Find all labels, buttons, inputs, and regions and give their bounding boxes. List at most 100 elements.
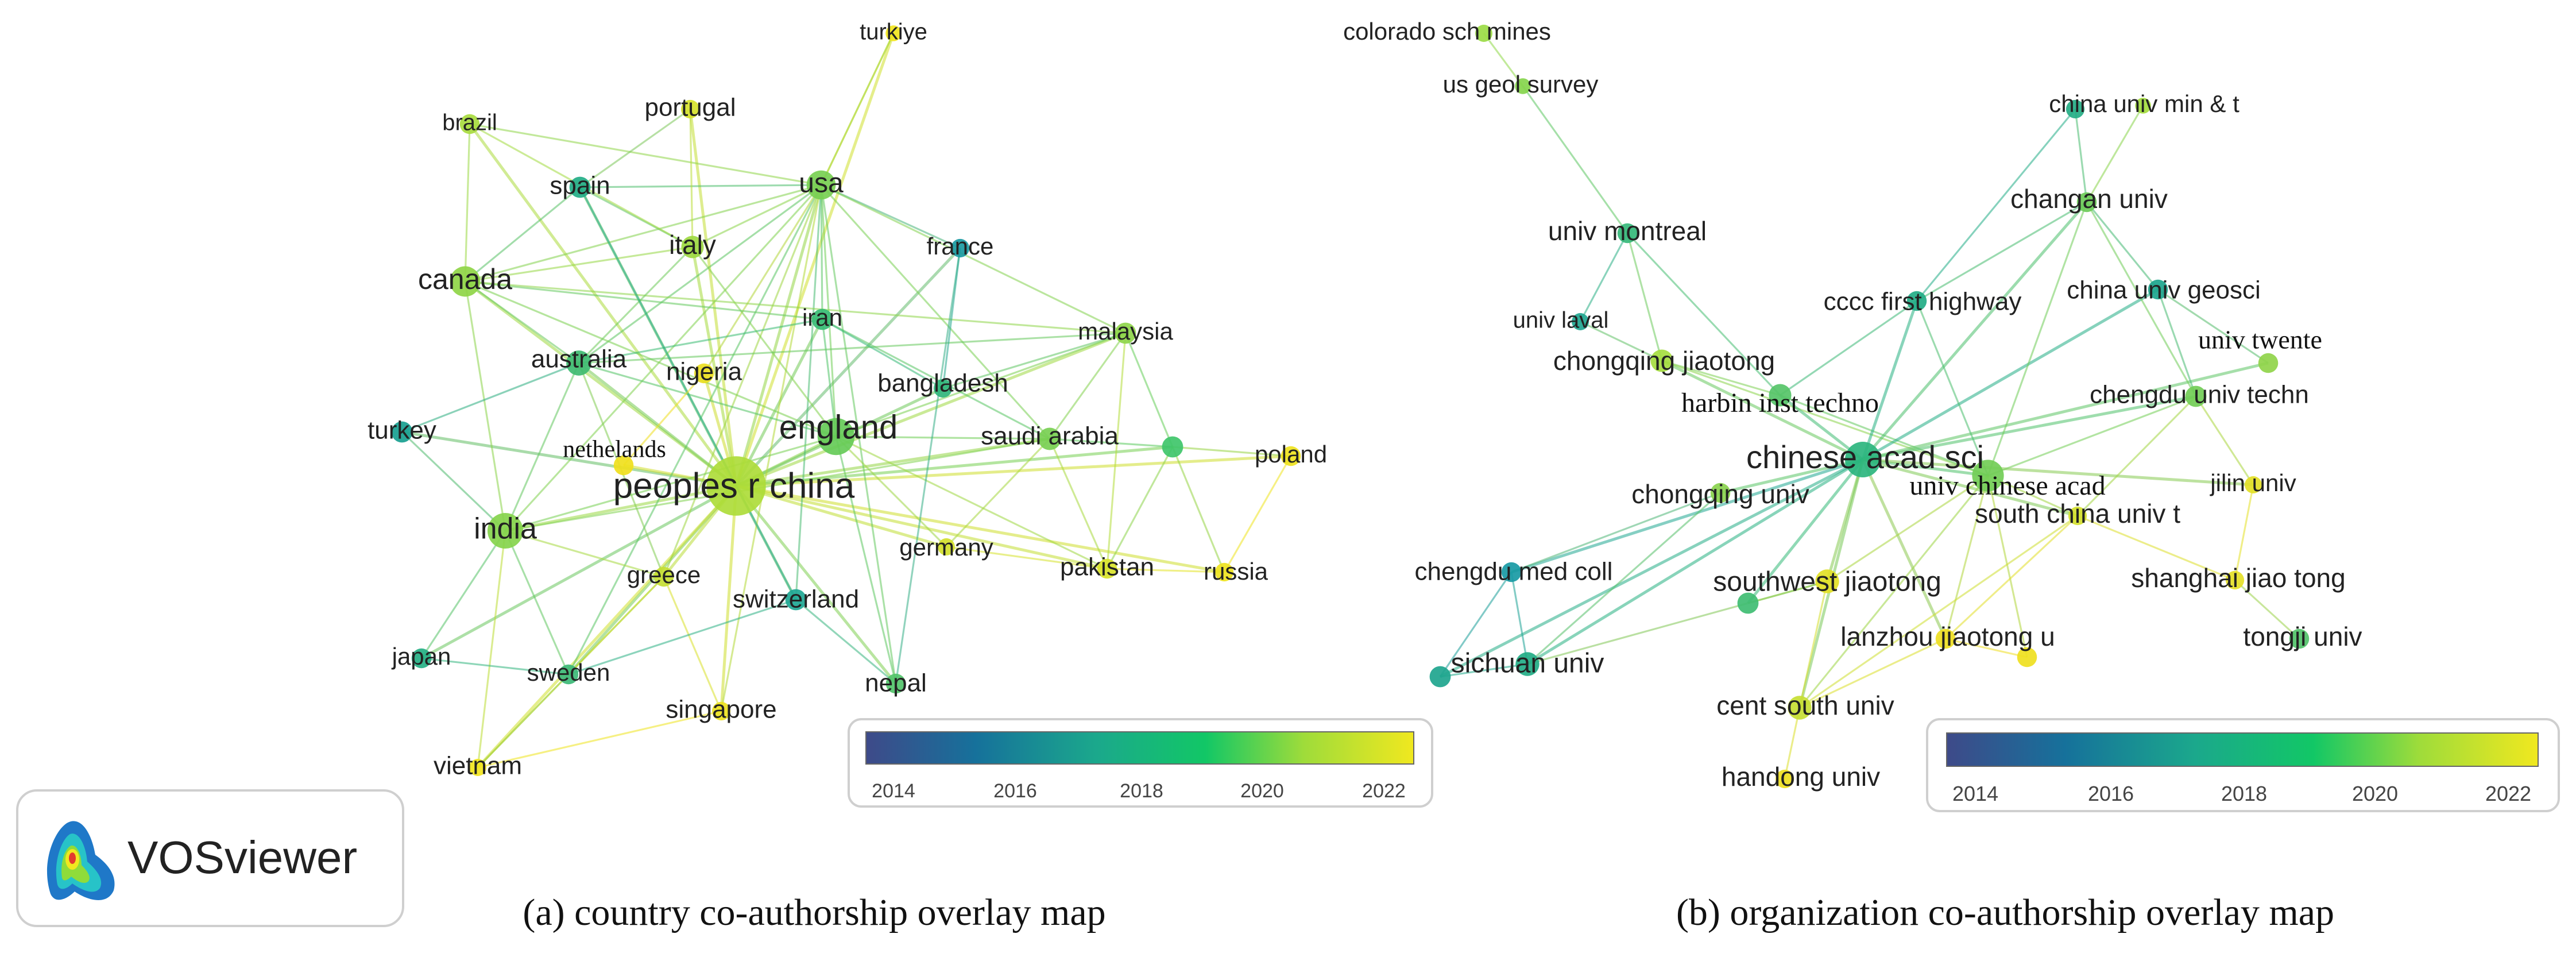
panel-a-node-unknown1[interactable] (1162, 436, 1183, 458)
panel-a-node-nepal[interactable] (885, 673, 906, 694)
panel-b-node-colorado[interactable] (1475, 25, 1492, 42)
panel-a-link (465, 280, 823, 321)
panel-a-link (835, 435, 947, 548)
panel-a-node-turkiye[interactable] (885, 25, 902, 41)
panel-b-link (2086, 201, 2159, 291)
panel-b-node-harbin[interactable] (1769, 384, 1792, 407)
panel-b-node-label: chongqing univ (1631, 479, 1809, 509)
panel-a-node-saudi[interactable] (1038, 427, 1061, 450)
panel-a-link (468, 123, 738, 487)
panel-a-edges (401, 33, 1292, 769)
panel-a-node-spain[interactable] (569, 176, 591, 198)
panel-b-link (2195, 396, 2254, 485)
panel-a-node-label: england (779, 408, 898, 446)
panel-b-link (2077, 515, 2235, 581)
panel-a-node-label: vietnam (434, 752, 522, 780)
panel-b-node-label: chengdu univ techn (2090, 381, 2309, 409)
panel-a-node-usa[interactable] (806, 170, 836, 200)
panel-a-node-china[interactable] (706, 456, 766, 516)
panel-a-node-portugal[interactable] (680, 99, 700, 119)
panel-a-node-vietnam[interactable] (469, 759, 486, 776)
panel-a-node-greece[interactable] (653, 566, 674, 587)
panel-a-node-label: saudi arabia (981, 422, 1119, 450)
panel-b-node-minet[interactable] (2066, 99, 2085, 119)
panel-b-node-teal1[interactable] (1429, 666, 1451, 688)
panel-b-link (2157, 289, 2197, 397)
panel-b-node-chongqingjt[interactable] (1650, 349, 1673, 372)
panel-b-node-tongji[interactable] (2289, 628, 2310, 649)
panel-b-node-cccc[interactable] (1906, 291, 1927, 311)
panel-b-labels: colorado sch mines us geol survey china un… (1343, 18, 2362, 792)
panel-b-node-chengdumed[interactable] (1501, 562, 1522, 582)
panel-b-node-geosci[interactable] (2148, 279, 2168, 300)
panel-b-node-laval[interactable] (1572, 313, 1589, 330)
panel-b-node-minet2[interactable] (2135, 98, 2151, 114)
panel-a-link (720, 184, 822, 712)
panel-b-node-twente[interactable] (2258, 353, 2279, 373)
panel-a-node-iran[interactable] (811, 308, 833, 330)
panel-a-node-india[interactable] (487, 512, 524, 549)
panel-a-link (945, 438, 1051, 548)
panel-b-node-cas[interactable] (1844, 441, 1881, 478)
panel-b-node-ucas[interactable] (1972, 460, 2004, 492)
panel-b-link (1661, 359, 1864, 461)
panel-a-node-nethelands[interactable] (613, 455, 634, 476)
panel-b-node-usgeol[interactable] (1515, 78, 1531, 94)
panel-a-link (477, 530, 506, 768)
panel-a-node-brazil[interactable] (459, 114, 480, 134)
panel-b-link (1862, 395, 2196, 461)
panel-b-node-montreal[interactable] (1617, 223, 1638, 244)
panel-a-node-canada[interactable] (450, 266, 481, 297)
panel-a-node-poland[interactable] (1281, 446, 1301, 466)
panel-a-link (691, 246, 738, 487)
panel-b-link (1483, 33, 1524, 87)
vosviewer-logo: VOSviewer (16, 789, 404, 927)
panel-a-link (505, 435, 837, 532)
panel-b-node-southwest[interactable] (1815, 569, 1839, 593)
panel-a-link (465, 184, 822, 283)
panel-b-node-handong[interactable] (1775, 769, 1794, 789)
panel-b-node-label: tongji univ (2243, 622, 2362, 651)
panel-a-node-malaysia[interactable] (1115, 322, 1136, 344)
panel-a-node-label: russia (1204, 558, 1268, 585)
panel-a-node-japan[interactable] (411, 648, 432, 669)
panel-b-node-chengdutech[interactable] (2185, 385, 2207, 407)
panel-a-link (568, 599, 796, 676)
panel-a-link (421, 657, 569, 676)
panel-a-node-singapore[interactable] (711, 701, 731, 721)
panel-a-node-australia[interactable] (566, 350, 591, 376)
panel-a-link (420, 530, 506, 659)
panel-b-legend-tick: 2020 (2352, 782, 2398, 805)
panel-b-node-jilin[interactable] (2245, 476, 2262, 493)
panel-b-node-green1[interactable] (1737, 592, 1759, 614)
panel-b-node-scut[interactable] (2068, 506, 2087, 526)
panel-b-link (1861, 300, 1919, 460)
panel-a-link (1049, 438, 1108, 569)
panel-a-node-sweden[interactable] (558, 664, 579, 685)
panel-a-node-nigeria[interactable] (694, 363, 714, 384)
panel-a-link (1124, 333, 1174, 447)
panel-b-node-changan[interactable] (2076, 192, 2097, 213)
panel-a-node-france[interactable] (950, 238, 970, 258)
panel-a-link (622, 372, 705, 466)
panel-a-node-russia[interactable] (1214, 562, 1234, 582)
panel-b-link (1862, 288, 2159, 461)
panel-b-node-chongqingu[interactable] (1710, 483, 1731, 503)
panel-b-node-lanzhou[interactable] (1935, 628, 1956, 649)
panel-a-link (795, 184, 822, 600)
panel-b-node-yellow1[interactable] (2017, 647, 2037, 668)
panel-a-node-germany[interactable] (938, 538, 955, 555)
panel-a-node-italy[interactable] (681, 236, 704, 258)
panel-a-node-switzerland[interactable] (785, 589, 807, 611)
panel-a-link (720, 485, 738, 712)
panel-a-node-england[interactable] (817, 418, 855, 456)
panel-a-node-turkey[interactable] (391, 421, 413, 443)
panel-b-node-centsouth[interactable] (1788, 696, 1812, 720)
panel-a-node-bangladesh[interactable] (933, 379, 953, 398)
panel-b-node-sjtu[interactable] (2225, 570, 2245, 590)
panel-a-link (836, 435, 1108, 570)
panel-a-node-pakistan[interactable] (1097, 558, 1117, 579)
panel-b-node-sichuan[interactable] (1515, 652, 1540, 676)
panel-a-legend-tick: 2014 (872, 780, 915, 802)
panel-b-link (2086, 202, 2197, 397)
